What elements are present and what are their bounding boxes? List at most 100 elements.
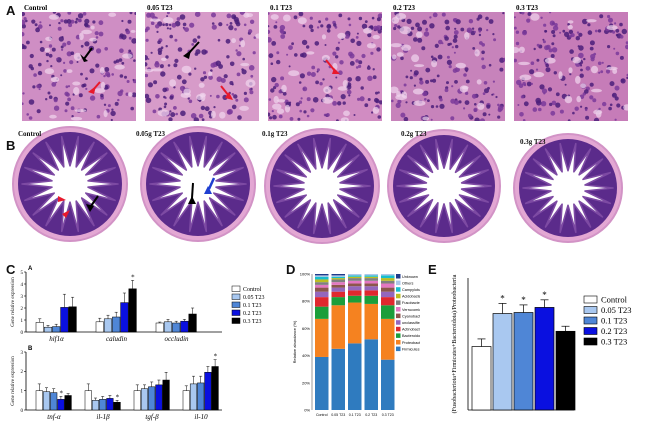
cell-nucleus xyxy=(194,52,199,56)
cell-nucleus xyxy=(63,61,66,64)
cell-nucleus xyxy=(342,101,346,105)
cell-nucleus xyxy=(145,38,149,42)
vacuole xyxy=(431,60,438,68)
cell-nucleus xyxy=(294,53,298,57)
cell-nucleus xyxy=(599,14,604,19)
cell-nucleus xyxy=(278,114,283,119)
cell-nucleus xyxy=(374,97,379,103)
cell-nucleus xyxy=(529,69,535,75)
cell-nucleus xyxy=(301,39,308,46)
cell-nucleus xyxy=(410,26,415,30)
cell-nucleus xyxy=(377,13,382,19)
vacuole xyxy=(533,71,545,78)
cell-nucleus xyxy=(202,71,207,75)
cell-nucleus xyxy=(485,16,489,21)
cell-nucleus xyxy=(60,45,64,49)
cell-nucleus xyxy=(477,14,483,19)
vacuole xyxy=(44,68,55,75)
cell-nucleus xyxy=(215,60,222,67)
d-stack-segment xyxy=(331,274,345,276)
cell-nucleus xyxy=(576,31,580,34)
cell-nucleus xyxy=(578,32,583,37)
cell-nucleus xyxy=(592,98,597,103)
cell-nucleus xyxy=(145,26,150,31)
black-arrow-icon-shaft xyxy=(90,195,99,207)
cell-nucleus xyxy=(549,102,553,107)
vacuole xyxy=(401,44,411,51)
d-legend-label: Cyanobacteria xyxy=(402,314,420,318)
cell-nucleus xyxy=(168,117,173,121)
d-stack-segment xyxy=(381,305,395,319)
cell-nucleus xyxy=(62,42,67,47)
cell-nucleus xyxy=(28,99,35,105)
vacuole xyxy=(130,29,136,33)
vacuole xyxy=(288,70,300,77)
cell-nucleus xyxy=(238,44,241,47)
cell-nucleus xyxy=(39,47,45,52)
cell-nucleus xyxy=(326,29,331,33)
panel-b-letter: B xyxy=(6,138,16,153)
d-y-axis-label: Relative abundance (%) xyxy=(292,320,297,363)
cell-nucleus xyxy=(593,117,600,121)
d-stack-segment xyxy=(348,278,362,281)
cell-nucleus xyxy=(530,61,535,65)
cell-nucleus xyxy=(194,12,201,17)
cell-nucleus xyxy=(355,59,359,63)
cell-nucleus xyxy=(64,91,69,97)
vacuole xyxy=(391,86,399,94)
vacuole xyxy=(455,62,466,69)
d-stack-segment xyxy=(364,278,378,281)
cell-nucleus xyxy=(338,70,343,75)
cell-nucleus xyxy=(181,79,187,85)
c-bar xyxy=(128,288,137,333)
cell-nucleus xyxy=(225,38,231,44)
c-bar xyxy=(140,388,149,411)
vacuole xyxy=(255,33,259,39)
d-stack-segment xyxy=(381,278,395,281)
vacuole xyxy=(530,13,540,21)
cell-nucleus xyxy=(616,103,621,108)
cell-nucleus xyxy=(615,33,619,37)
cell-nucleus xyxy=(306,114,310,118)
cell-nucleus xyxy=(378,100,382,105)
cell-nucleus xyxy=(268,53,274,59)
cell-nucleus xyxy=(405,75,409,79)
cell-nucleus xyxy=(203,75,208,79)
cell-nucleus xyxy=(451,46,454,49)
vacuole xyxy=(276,108,285,114)
cell-nucleus xyxy=(325,17,329,21)
cell-nucleus xyxy=(452,18,457,22)
cell-nucleus xyxy=(550,110,556,116)
vacuole xyxy=(181,65,192,74)
d-category-label: 0.05 T23 xyxy=(331,413,345,417)
cell-nucleus xyxy=(478,33,482,37)
d-legend-label: unclassified_Bacteria xyxy=(402,321,420,325)
vacuole xyxy=(199,92,206,98)
cell-nucleus xyxy=(517,104,520,106)
cell-nucleus xyxy=(190,113,197,119)
intestine-center xyxy=(187,173,209,195)
cell-nucleus xyxy=(243,91,247,95)
cell-nucleus xyxy=(299,109,302,113)
vacuole xyxy=(50,76,60,83)
cell-nucleus xyxy=(430,79,433,83)
cell-nucleus xyxy=(310,28,314,33)
cell-nucleus xyxy=(216,94,220,99)
cell-nucleus xyxy=(243,23,247,27)
c-category-label: hif1α xyxy=(49,335,64,343)
cell-nucleus xyxy=(128,49,132,53)
d-legend-swatch xyxy=(396,313,401,319)
cell-nucleus xyxy=(169,27,172,30)
cell-nucleus xyxy=(50,65,53,68)
cell-nucleus xyxy=(183,27,186,30)
cell-nucleus xyxy=(128,36,132,40)
cell-nucleus xyxy=(235,49,238,52)
e-bar xyxy=(534,307,555,411)
cell-nucleus xyxy=(167,64,171,67)
cell-nucleus xyxy=(394,24,398,28)
vacuole xyxy=(149,18,161,22)
cell-nucleus xyxy=(162,87,167,93)
cell-nucleus xyxy=(119,33,124,38)
cell-nucleus xyxy=(201,49,207,55)
c-y-tick-label: 1 xyxy=(21,319,24,324)
